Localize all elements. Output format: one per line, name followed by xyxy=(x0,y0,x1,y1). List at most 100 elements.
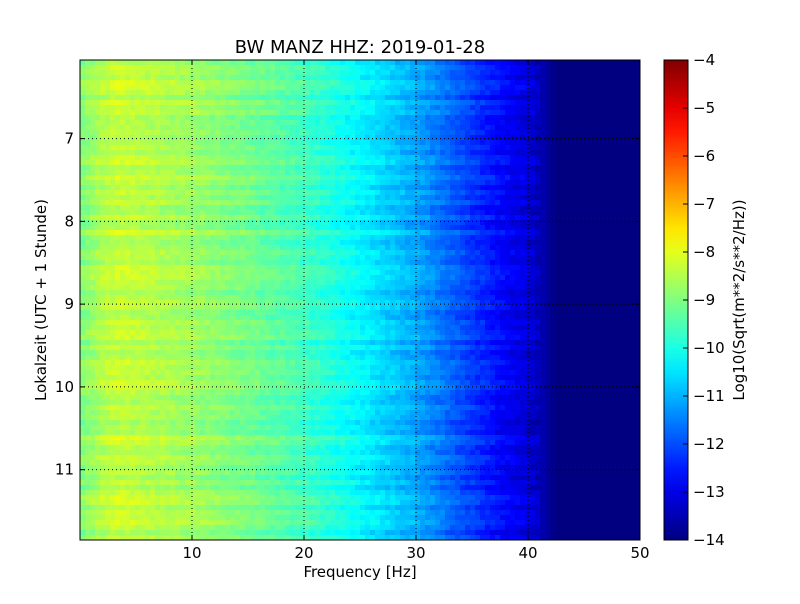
heatmap-cell xyxy=(310,70,316,76)
heatmap-cell xyxy=(130,105,136,111)
heatmap-cell xyxy=(325,235,331,241)
heatmap-cell xyxy=(565,110,571,116)
heatmap-cell xyxy=(430,125,436,131)
heatmap-cell xyxy=(200,245,206,251)
heatmap-cell xyxy=(300,180,306,186)
heatmap-cell xyxy=(435,60,441,66)
heatmap-cell xyxy=(625,230,631,236)
heatmap-cell xyxy=(170,95,176,101)
heatmap-cell xyxy=(255,160,261,166)
heatmap-cell xyxy=(245,205,251,211)
heatmap-cell xyxy=(275,280,281,286)
heatmap-cell xyxy=(630,245,636,251)
heatmap-cell xyxy=(585,130,591,136)
heatmap-cell xyxy=(300,85,306,91)
heatmap-cell xyxy=(215,245,221,251)
heatmap-cell xyxy=(520,220,526,226)
heatmap-cell xyxy=(560,130,566,136)
heatmap-cell xyxy=(125,205,131,211)
heatmap-cell xyxy=(630,195,636,201)
heatmap-cell xyxy=(480,270,486,276)
heatmap-cell xyxy=(105,180,111,186)
heatmap-cell xyxy=(515,230,521,236)
heatmap-cell xyxy=(425,255,431,261)
heatmap-cell xyxy=(435,75,441,81)
heatmap-cell xyxy=(225,250,231,256)
heatmap-cell xyxy=(165,80,171,86)
heatmap-cell xyxy=(580,90,586,96)
heatmap-cell xyxy=(495,100,501,106)
heatmap-cell xyxy=(485,70,491,76)
heatmap-cell xyxy=(350,185,356,191)
heatmap-cell xyxy=(580,270,586,276)
heatmap-cell xyxy=(175,150,181,156)
heatmap-cell xyxy=(470,90,476,96)
heatmap-cell xyxy=(545,105,551,111)
heatmap-cell xyxy=(250,145,256,151)
heatmap-cell xyxy=(260,265,266,271)
heatmap-cell xyxy=(175,95,181,101)
heatmap-cell xyxy=(585,110,591,116)
heatmap-cell xyxy=(80,90,86,96)
heatmap-cell xyxy=(375,245,381,251)
heatmap-cell xyxy=(190,220,196,226)
heatmap-cell xyxy=(450,150,456,156)
heatmap-cell xyxy=(145,250,151,256)
heatmap-cell xyxy=(465,265,471,271)
heatmap-cell xyxy=(400,90,406,96)
heatmap-cell xyxy=(110,275,116,281)
heatmap-cell xyxy=(350,245,356,251)
heatmap-cell xyxy=(610,245,616,251)
heatmap-cell xyxy=(170,80,176,86)
heatmap-cell xyxy=(120,115,126,121)
heatmap-cell xyxy=(335,150,341,156)
heatmap-cell xyxy=(100,110,106,116)
heatmap-cell xyxy=(545,270,551,276)
heatmap-cell xyxy=(160,115,166,121)
heatmap-cell xyxy=(260,255,266,261)
heatmap-cell xyxy=(370,60,376,66)
heatmap-cell xyxy=(195,195,201,201)
heatmap-cell xyxy=(165,135,171,141)
heatmap-cell xyxy=(330,165,336,171)
heatmap-cell xyxy=(305,120,311,126)
heatmap-cell xyxy=(250,215,256,221)
heatmap-cell xyxy=(300,190,306,196)
heatmap-cell xyxy=(440,270,446,276)
heatmap-cell xyxy=(250,280,256,286)
heatmap-cell xyxy=(280,260,286,266)
heatmap-cell xyxy=(405,240,411,246)
heatmap-cell xyxy=(145,65,151,71)
heatmap-cell xyxy=(120,110,126,116)
heatmap-cell xyxy=(400,190,406,196)
heatmap-cell xyxy=(125,150,131,156)
heatmap-cell xyxy=(330,220,336,226)
heatmap-cell xyxy=(530,205,536,211)
heatmap-cell xyxy=(230,165,236,171)
heatmap-cell xyxy=(280,180,286,186)
heatmap-cell xyxy=(535,210,541,216)
heatmap-cell xyxy=(475,130,481,136)
heatmap-cell xyxy=(590,110,596,116)
heatmap-cell xyxy=(320,155,326,161)
heatmap-cell xyxy=(125,145,131,151)
heatmap-cell xyxy=(115,200,121,206)
heatmap-cell xyxy=(325,90,331,96)
heatmap-cell xyxy=(80,95,86,101)
heatmap-cell xyxy=(470,130,476,136)
heatmap-cell xyxy=(605,185,611,191)
heatmap-cell xyxy=(555,190,561,196)
heatmap-cell xyxy=(155,90,161,96)
heatmap-cell xyxy=(160,100,166,106)
heatmap-cell xyxy=(535,90,541,96)
heatmap-cell xyxy=(355,90,361,96)
heatmap-cell xyxy=(85,110,91,116)
heatmap-cell xyxy=(575,175,581,181)
heatmap-cell xyxy=(495,170,501,176)
heatmap-cell xyxy=(535,155,541,161)
heatmap-cell xyxy=(490,235,496,241)
heatmap-cell xyxy=(330,85,336,91)
heatmap-cell xyxy=(330,255,336,261)
heatmap-cell xyxy=(95,255,101,261)
heatmap-cell xyxy=(630,100,636,106)
